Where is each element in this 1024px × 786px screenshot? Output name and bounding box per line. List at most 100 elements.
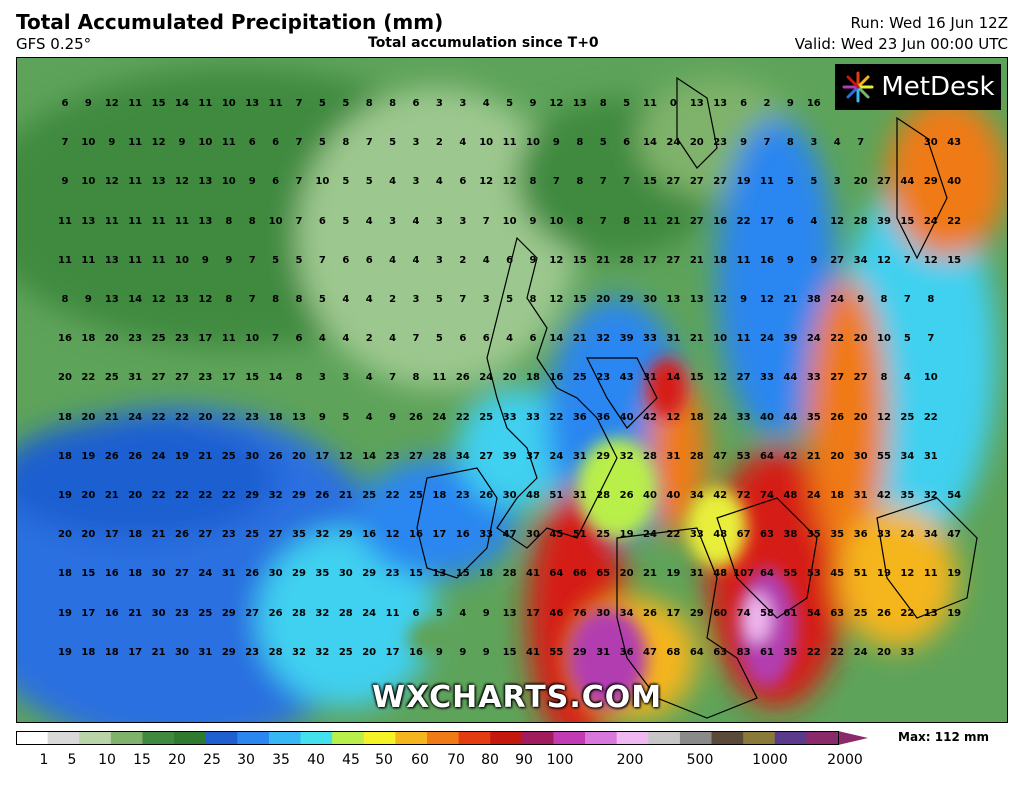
grid-value: 19	[58, 607, 72, 619]
grid-value: 12	[198, 294, 213, 305]
precipitation-map[interactable]: 6 9 12 11 15 14 11 10 13 11 7 5 5 8 8 6 3 3 4 5 9 12 13 8 5 11 0 13…	[16, 57, 1008, 723]
grid-value: 21	[689, 333, 704, 345]
grid-value: 44	[783, 411, 798, 423]
grid-value: 8	[576, 215, 584, 227]
grid-value: 21	[572, 333, 587, 345]
grid-value: 4	[810, 215, 818, 227]
legend-tick-label: 30	[237, 752, 255, 768]
grid-value: 26	[409, 411, 423, 423]
grid-value: 41	[526, 646, 540, 658]
grid-value: 5	[342, 411, 350, 423]
grid-value: 17	[198, 333, 213, 345]
grid-value: 9	[318, 411, 326, 423]
grid-value: 5	[435, 333, 443, 345]
grid-value: 18	[128, 529, 143, 541]
grid-value: 8	[225, 215, 233, 227]
grid-value: 53	[736, 450, 751, 462]
grid-value: 30	[643, 294, 657, 305]
grid-value: 16	[58, 333, 72, 345]
grid-value: 29	[221, 646, 236, 658]
grid-value: 22	[830, 646, 845, 658]
grid-value: 9	[786, 254, 794, 266]
grid-value: 13	[572, 98, 587, 109]
grid-value: 9	[248, 176, 256, 188]
map-background	[17, 58, 1007, 722]
grid-value: 23	[128, 333, 143, 345]
grid-value: 15	[572, 254, 587, 266]
grid-value: 7	[61, 137, 69, 149]
grid-value: 6	[61, 98, 69, 109]
grid-value: 41	[526, 568, 540, 580]
grid-value: 6	[786, 215, 794, 227]
legend-color-cell	[774, 731, 807, 745]
grid-value: 16	[713, 215, 728, 227]
grid-value: 24	[853, 646, 868, 658]
grid-value: 7	[903, 294, 911, 305]
grid-value: 6	[482, 333, 490, 345]
grid-value: 36	[619, 646, 634, 658]
grid-value: 2	[435, 137, 443, 149]
grid-value: 17	[128, 646, 143, 658]
grid-value: 19	[81, 450, 96, 462]
grid-value: 20	[104, 333, 119, 345]
grid-value: 107	[733, 568, 755, 580]
legend-labels: 1 5 10 15 20 25 30 35 40 45 50 60 70 80 90 100 200 500 100…	[0, 752, 1024, 772]
legend-color-cell	[268, 731, 302, 745]
grid-value: 9	[810, 254, 818, 266]
grid-value: 7	[927, 333, 935, 345]
grid-value: 11	[643, 215, 657, 227]
grid-value: 4	[365, 411, 373, 423]
grid-value: 11	[128, 176, 143, 188]
grid-value: 11	[128, 98, 143, 109]
grid-value: 23	[175, 607, 189, 619]
grid-value: 30	[151, 568, 166, 580]
grid-value: 47	[502, 529, 517, 541]
grid-value: 32	[268, 490, 283, 501]
legend-color-cell	[427, 731, 460, 745]
grid-value: 12	[151, 137, 166, 149]
grid-value: 24	[713, 411, 728, 423]
grid-value: 9	[84, 98, 92, 109]
grid-value: 13	[432, 568, 447, 580]
grid-value: 12	[760, 294, 774, 305]
grid-value: 13	[502, 607, 517, 619]
grid-value: 23	[596, 372, 611, 384]
grid-value: 8	[389, 98, 397, 109]
grid-value: 11	[221, 333, 236, 345]
grid-value: 4	[903, 372, 911, 384]
grid-value: 17	[526, 607, 540, 619]
grid-value: 14	[643, 137, 657, 149]
grid-value: 7	[295, 98, 303, 109]
grid-value: 22	[666, 529, 681, 541]
grid-value: 5	[903, 333, 911, 345]
grid-value: 12	[385, 529, 400, 541]
grid-value: 64	[549, 568, 564, 580]
legend-tick-label: 50	[375, 752, 393, 768]
grid-value: 9	[459, 646, 467, 658]
grid-value: 29	[292, 490, 306, 501]
legend-tick-label: 40	[307, 752, 325, 768]
grid-value: 51	[549, 490, 564, 501]
grid-value: 4	[459, 607, 467, 619]
grid-value: 31	[689, 568, 704, 580]
grid-value: 8	[623, 215, 631, 227]
grid-value: 42	[643, 411, 657, 423]
grid-value: 37	[526, 450, 540, 462]
grid-value: 20	[619, 568, 634, 580]
grid-value: 47	[713, 450, 728, 462]
grid-value: 13	[81, 215, 96, 227]
grid-value: 12	[900, 568, 915, 580]
grid-value: 19	[619, 529, 634, 541]
grid-value: 17	[221, 372, 236, 384]
legend-color-cell	[711, 731, 744, 745]
grid-value: 23	[175, 333, 189, 345]
grid-value: 33	[900, 646, 915, 658]
grid-value: 30	[338, 568, 353, 580]
grid-value: 20	[830, 450, 845, 462]
grid-value: 22	[385, 490, 400, 501]
legend-color-cell	[743, 731, 776, 745]
grid-value: 13	[666, 294, 681, 305]
grid-value: 53	[806, 568, 821, 580]
legend-color-cell	[332, 731, 365, 745]
grid-value: 28	[643, 450, 657, 462]
